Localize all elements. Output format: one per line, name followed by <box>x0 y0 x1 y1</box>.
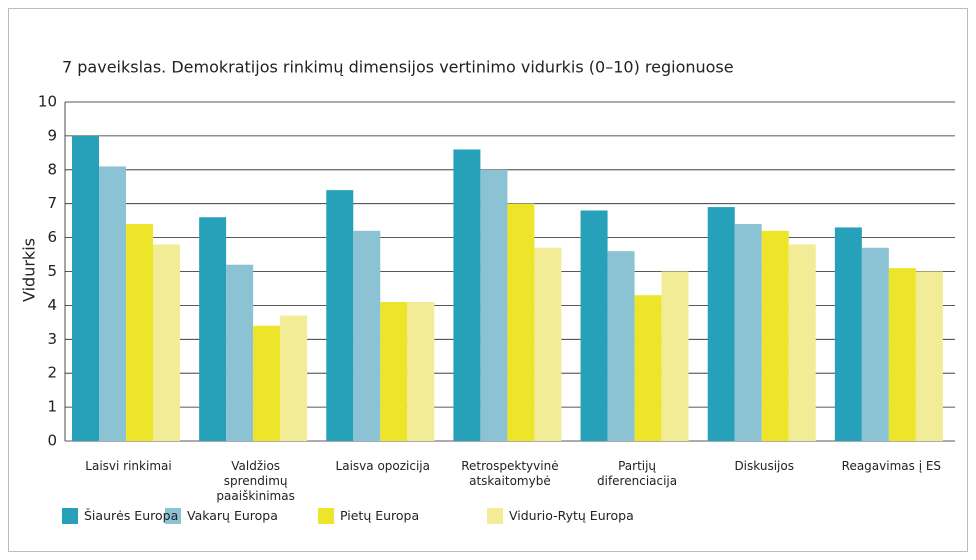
legend-label: Pietų Europa <box>340 508 420 523</box>
bar <box>480 169 508 442</box>
legend-swatch <box>318 508 334 524</box>
bar <box>707 207 735 441</box>
bar <box>607 251 635 441</box>
bar <box>453 149 481 441</box>
bar <box>353 230 381 441</box>
legend-swatch <box>487 508 503 524</box>
bar <box>126 224 153 441</box>
bar <box>761 230 789 441</box>
bar <box>407 302 435 441</box>
bar <box>153 244 180 441</box>
bar <box>380 302 408 441</box>
x-tick-label: Partijų diferenciacija <box>597 459 678 488</box>
bar <box>280 315 308 441</box>
legend-swatch <box>165 508 181 524</box>
legend-swatch <box>62 508 78 524</box>
bar <box>888 268 916 441</box>
bar <box>507 203 535 441</box>
y-tick-label: 1 <box>47 398 57 416</box>
y-tick-label: 5 <box>47 262 57 280</box>
bar <box>226 264 254 441</box>
x-tick-label: Valdžios sprendimų paaiškinimas <box>216 459 295 503</box>
bar <box>99 166 126 441</box>
bar <box>253 325 281 441</box>
bar <box>199 217 227 441</box>
bar <box>788 244 816 441</box>
y-tick-label: 0 <box>47 432 57 450</box>
chart-title: 7 paveikslas. Demokratijos rinkimų dimen… <box>62 58 734 77</box>
bar <box>861 247 889 441</box>
bar <box>915 271 943 441</box>
bar <box>326 190 354 441</box>
x-tick-label: Laisva opozicija <box>335 459 430 473</box>
bar <box>634 295 662 441</box>
bar <box>734 224 762 441</box>
legend-label: Vidurio-Rytų Europa <box>509 508 634 523</box>
legend-label: Šiaurės Europa <box>84 508 179 523</box>
x-tick-label: Diskusijos <box>734 459 794 473</box>
y-tick-label: 7 <box>47 194 57 212</box>
x-tick-label: Retrospektyvinė atskaitomybė <box>461 459 559 488</box>
y-tick-label: 8 <box>47 160 57 178</box>
y-tick-label: 6 <box>47 228 57 246</box>
y-tick-label: 10 <box>38 93 57 111</box>
y-tick-label: 4 <box>47 296 57 314</box>
y-tick-label: 9 <box>47 126 57 144</box>
y-tick-label: 3 <box>47 330 57 348</box>
bar <box>72 135 99 441</box>
y-axis-label: Vidurkis <box>20 238 39 302</box>
bar <box>580 210 608 441</box>
bar <box>834 227 862 441</box>
y-tick-label: 2 <box>47 364 57 382</box>
bar <box>661 271 689 441</box>
x-tick-label: Reagavimas į ES <box>841 459 942 473</box>
bar <box>534 247 562 441</box>
x-tick-label: Laisvi rinkimai <box>85 459 172 473</box>
legend-label: Vakarų Europa <box>187 508 278 523</box>
frame <box>8 8 968 552</box>
